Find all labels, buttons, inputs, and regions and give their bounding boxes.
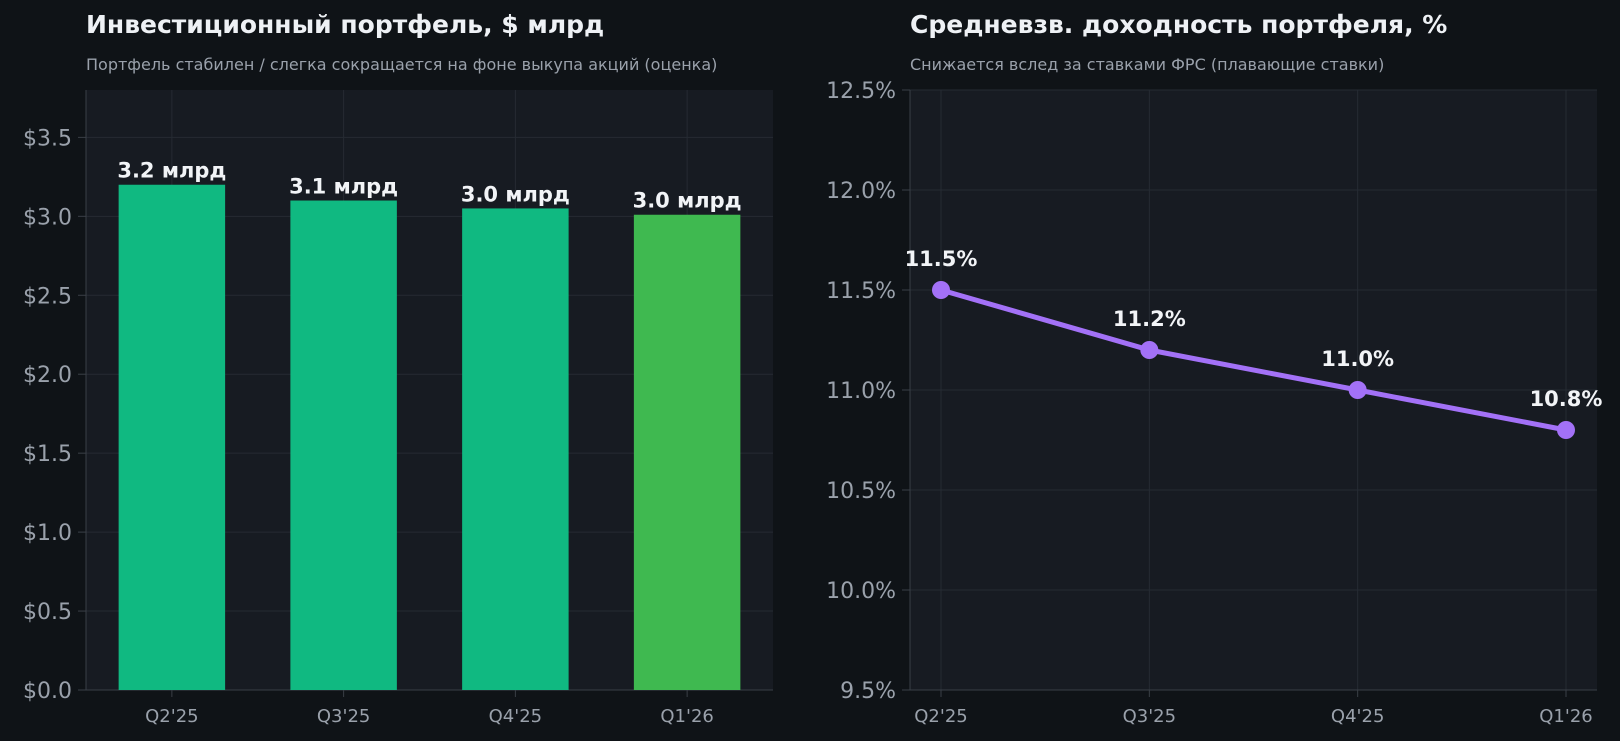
- y-tick-label: 12.0%: [826, 179, 896, 204]
- bar-data-label: 3.2 млрд: [117, 159, 226, 183]
- yield-line-chart: 9.5% 10.0% 10.5% 11.0% 11.5% 12.0% 12.5% 11.5% Q…: [826, 79, 1602, 727]
- point-data-label: 11.5%: [905, 247, 978, 271]
- bar-data-label: 3.0 млрд: [461, 182, 570, 206]
- bar-Q126: [633, 214, 741, 690]
- portfolio-bar-chart: $0.0 $0.5 $1.0 $1.5 $2.0 $2.5 $3.0 $3.5 3.2 млрд…: [23, 90, 773, 727]
- y-tick-label: 11.5%: [826, 279, 896, 304]
- yield-point-Q325: [1140, 341, 1159, 359]
- yield-point-Q225: [932, 281, 950, 299]
- yield-chart-subtitle: Снижается вслед за ставками ФРС (плавающ…: [910, 55, 1385, 74]
- yield-point-Q126: [1557, 421, 1575, 439]
- y-tick-label: $1.0: [23, 521, 72, 546]
- x-tick-label: Q1'26: [1539, 706, 1592, 727]
- y-tick-label: $3.0: [23, 205, 72, 230]
- y-tick-label: $2.5: [23, 284, 72, 309]
- y-tick-label: $0.5: [23, 600, 72, 625]
- point-data-label: 10.8%: [1530, 387, 1603, 411]
- y-tick-label: 10.0%: [826, 579, 896, 604]
- x-tick-label: Q4'25: [489, 706, 542, 727]
- yield-point-Q425: [1348, 381, 1367, 399]
- bar-Q425: [462, 208, 569, 690]
- x-tick-label: Q4'25: [1331, 706, 1384, 727]
- y-tick-label: $1.5: [23, 442, 72, 467]
- yield-chart-title: Средневзв. доходность портфеля, %: [910, 10, 1448, 39]
- x-tick-label: Q2'25: [914, 706, 967, 727]
- bar-Q325: [290, 200, 397, 691]
- y-tick-label: 11.0%: [826, 379, 896, 404]
- bar-data-label: 3.1 млрд: [289, 175, 398, 199]
- y-tick-label: $0.0: [23, 679, 72, 704]
- portfolio-chart-title: Инвестиционный портфель, $ млрд: [86, 10, 605, 39]
- x-tick-label: Q2'25: [145, 706, 198, 727]
- bar-Q225: [118, 184, 226, 690]
- y-tick-label: 12.5%: [826, 79, 896, 104]
- yield-line: [938, 287, 1569, 433]
- y-tick-label: $3.5: [23, 126, 72, 151]
- x-tick-label: Q3'25: [1123, 706, 1176, 727]
- y-tick-label: 9.5%: [840, 679, 896, 704]
- portfolio-chart-subtitle: Портфель стабилен / слегка сокращается н…: [86, 55, 718, 74]
- x-tick-label: Q3'25: [317, 706, 370, 727]
- bar-data-label: 3.0 млрд: [633, 189, 742, 213]
- point-data-label: 11.2%: [1113, 307, 1186, 331]
- y-tick-label: 10.5%: [826, 479, 896, 504]
- point-data-label: 11.0%: [1321, 347, 1394, 371]
- y-tick-label: $2.0: [23, 363, 72, 388]
- x-tick-label: Q1'26: [660, 706, 713, 727]
